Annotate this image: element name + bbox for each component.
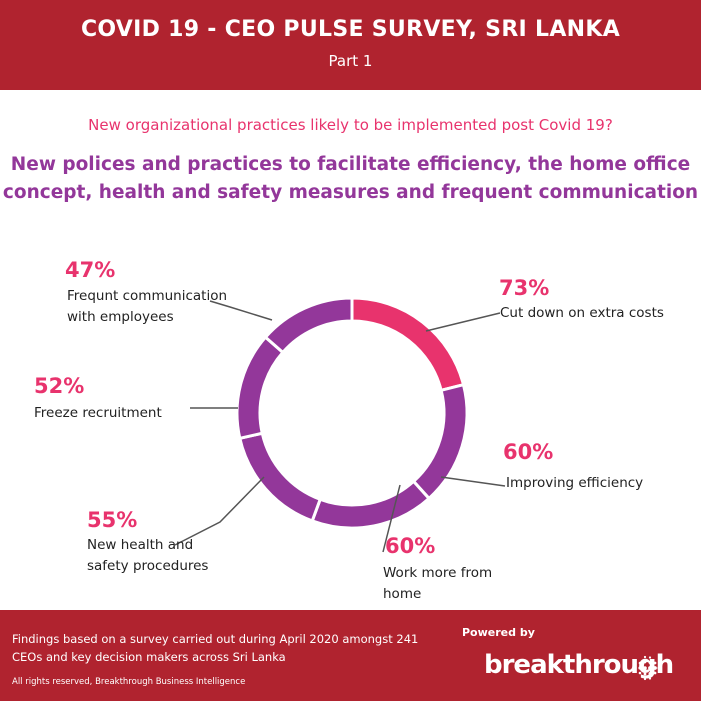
category-label-2: Work more from home bbox=[383, 563, 492, 605]
brand-logo: breakthrough bbox=[484, 650, 674, 680]
category-label-0: Cut down on extra costs bbox=[500, 303, 664, 324]
survey-note-line-2: CEOs and key decision makers across Sri … bbox=[12, 650, 286, 664]
category-label-2-line-1: home bbox=[383, 586, 422, 602]
page-subtitle: Part 1 bbox=[328, 52, 373, 70]
leader-line-2 bbox=[382, 484, 401, 553]
leader-line-5 bbox=[209, 300, 273, 321]
category-label-5-line-1: with employees bbox=[67, 309, 174, 325]
donut-segment-5 bbox=[263, 296, 354, 355]
donut-segment-2 bbox=[310, 479, 432, 530]
category-label-3-line-1: safety procedures bbox=[87, 558, 209, 574]
leader-line-1 bbox=[440, 476, 506, 487]
category-label-5-line-0: Frequnt communication bbox=[67, 288, 228, 304]
donut-segment-0 bbox=[350, 296, 466, 393]
rights-notice: All rights reserved, Breakthrough Busine… bbox=[12, 677, 246, 687]
data-label-value-3: 55% bbox=[87, 508, 138, 532]
donut-segment-1 bbox=[411, 382, 469, 501]
survey-question: New organizational practices likely to b… bbox=[88, 116, 613, 134]
data-label-value-4: 52% bbox=[34, 374, 85, 398]
survey-note: Findings based on a survey carried out d… bbox=[12, 630, 418, 666]
category-label-1-line-0: Improving efficiency bbox=[506, 475, 644, 491]
leader-line-3 bbox=[174, 476, 265, 546]
data-label-value-1: 60% bbox=[503, 440, 554, 464]
category-label-3-line-0: New health and bbox=[87, 537, 194, 553]
category-label-2-line-0: Work more from bbox=[383, 565, 493, 581]
category-label-0-line-0: Cut down on extra costs bbox=[500, 305, 664, 321]
page-title: COVID 19 - CEO PULSE SURVEY, SRI LANKA bbox=[80, 17, 621, 42]
leader-line-0 bbox=[425, 312, 501, 332]
category-label-5: Frequnt communication with employees bbox=[67, 286, 227, 328]
survey-note-line-1: Findings based on a survey carried out d… bbox=[12, 632, 419, 646]
category-label-4-line-0: Freeze recruitment bbox=[34, 405, 162, 421]
donut-segment-3 bbox=[238, 431, 323, 523]
donut-segment-4 bbox=[235, 335, 285, 441]
category-label-3: New health and safety procedures bbox=[87, 535, 208, 577]
powered-by-label: Powered by bbox=[462, 626, 535, 639]
data-label-value-2: 60% bbox=[385, 534, 436, 558]
data-label-value-0: 73% bbox=[499, 276, 550, 300]
category-label-1: Improving efficiency bbox=[506, 473, 643, 494]
chart-headline: New polices and practices to facilitate … bbox=[0, 151, 701, 207]
dotted-arrow-logo-icon bbox=[633, 655, 661, 681]
donut-chart bbox=[174, 296, 506, 553]
headline-line-2: concept, health and safety measures and … bbox=[2, 182, 699, 203]
data-label-value-5: 47% bbox=[65, 258, 116, 282]
category-label-4: Freeze recruitment bbox=[34, 403, 162, 424]
headline-line-1: New polices and practices to facilitate … bbox=[10, 154, 691, 175]
header-banner: COVID 19 - CEO PULSE SURVEY, SRI LANKA P… bbox=[0, 0, 701, 90]
footer-banner: Findings based on a survey carried out d… bbox=[0, 610, 701, 701]
